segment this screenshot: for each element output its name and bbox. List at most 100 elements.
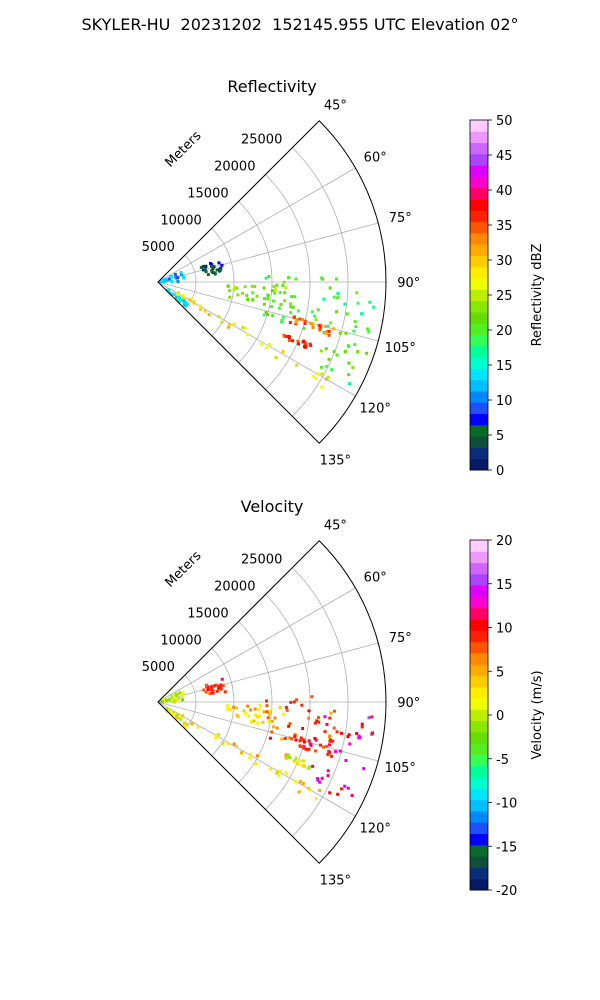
echo-cell: [168, 291, 172, 295]
echo-cell: [278, 706, 282, 710]
echo-cell: [372, 305, 376, 309]
echo-cell: [357, 736, 361, 740]
echo-cell: [210, 270, 214, 274]
colorbar-tick-label: -10: [496, 797, 517, 812]
colorbar-swatch: [470, 698, 488, 710]
echo-cell: [335, 730, 339, 734]
echo-cell: [346, 786, 350, 790]
echo-cell: [232, 705, 236, 709]
echo-cell: [252, 719, 256, 723]
echo-cell: [188, 298, 192, 302]
colorbar-swatch: [470, 856, 488, 868]
panel-title: Velocity: [241, 497, 304, 516]
echo-cell: [171, 700, 175, 704]
echo-cell: [236, 293, 240, 297]
colorbar-swatch: [470, 255, 488, 268]
colorbar-swatch: [470, 833, 488, 846]
echo-cell: [266, 313, 270, 317]
echo-cell: [318, 327, 322, 331]
echo-cell: [325, 722, 329, 726]
echo-cell: [273, 291, 277, 295]
echo-cell: [160, 700, 164, 704]
echo-cell: [281, 315, 285, 319]
echo-cell: [211, 688, 215, 692]
echo-cell: [226, 704, 230, 708]
echo-cell: [327, 743, 331, 747]
colorbar-tick-label: 15: [496, 359, 513, 374]
echo-cell: [262, 710, 266, 714]
echo-cell: [313, 721, 317, 725]
colorbar-swatch: [470, 765, 488, 778]
echo-cell: [297, 790, 301, 794]
echo-cell: [180, 694, 184, 698]
echo-cell: [323, 730, 327, 734]
echo-cell: [215, 689, 219, 693]
echo-cell: [295, 363, 299, 367]
echo-cell: [328, 734, 332, 738]
echo-cell: [298, 759, 302, 763]
echo-cell: [284, 753, 288, 757]
colorbar-label: Reflectivity dBZ: [530, 244, 545, 347]
echo-cell: [314, 797, 318, 801]
echo-cell: [360, 725, 364, 729]
colorbar-swatch: [470, 402, 488, 415]
echo-cell: [322, 745, 326, 749]
echo-cell: [185, 722, 189, 726]
echo-cell: [256, 721, 260, 725]
echo-cell: [277, 306, 281, 310]
echo-cell: [313, 314, 317, 318]
echo-cell: [286, 754, 290, 758]
echo-cell: [301, 726, 305, 730]
echo-cell: [317, 324, 321, 328]
echo-cell: [324, 325, 328, 329]
colorbar-swatch: [470, 585, 488, 597]
echo-cell: [281, 284, 285, 288]
colorbar-swatch: [470, 540, 488, 552]
echo-cell: [325, 364, 329, 368]
echo-cell: [322, 297, 326, 301]
echo-cell: [251, 298, 255, 302]
echo-cell: [292, 315, 296, 319]
echo-cell: [172, 712, 176, 716]
echo-cell: [307, 716, 311, 720]
echo-cell: [318, 788, 322, 792]
echo-cell: [303, 322, 307, 326]
echo-cell: [176, 292, 180, 296]
echo-cell: [267, 275, 271, 279]
echo-cell: [313, 736, 317, 740]
echo-cell: [301, 738, 305, 742]
echo-cell: [265, 699, 269, 703]
echo-cell: [220, 677, 224, 681]
echo-cell: [370, 715, 374, 719]
echo-cell: [346, 735, 350, 739]
echo-cell: [264, 276, 268, 280]
echo-cell: [246, 297, 250, 301]
echo-cell: [300, 744, 304, 748]
echo-cell: [340, 787, 344, 791]
colorbar-swatch: [470, 436, 488, 448]
echo-cell: [289, 311, 293, 315]
echo-cell: [325, 744, 329, 748]
echo-cell: [184, 725, 188, 729]
colorbar-tick-label: 40: [496, 184, 513, 199]
echo-cell: [268, 343, 272, 347]
echo-cell: [272, 725, 276, 729]
echo-cell: [170, 280, 174, 284]
echo-cell: [289, 305, 293, 309]
echo-cell: [212, 265, 216, 269]
angular-grid-line: [157, 642, 379, 703]
echo-cell: [245, 333, 249, 337]
echo-cell: [319, 365, 323, 369]
echo-cell: [251, 291, 255, 295]
angle-tick-label: 105°: [385, 761, 416, 776]
echo-cell: [307, 739, 311, 743]
echo-cell: [348, 742, 352, 746]
echo-cell: [276, 770, 280, 774]
radial-tick-label: 15000: [187, 186, 228, 201]
echo-cell: [287, 276, 291, 280]
echo-cell: [246, 704, 250, 708]
echo-cell: [297, 761, 301, 765]
echo-cell: [248, 752, 252, 756]
echo-cell: [318, 780, 322, 784]
